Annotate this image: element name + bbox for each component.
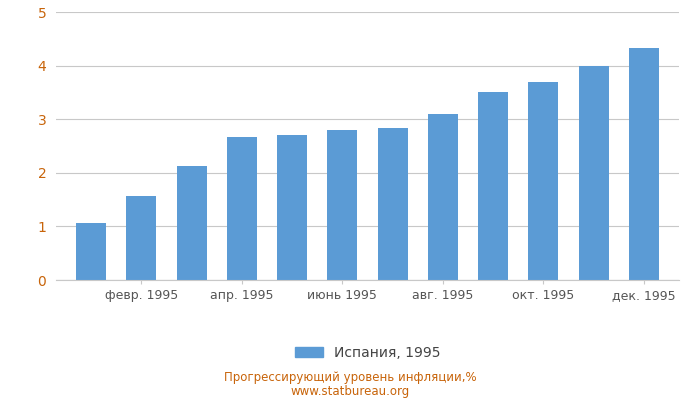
Bar <box>76 223 106 280</box>
Bar <box>277 135 307 280</box>
Bar <box>578 66 609 280</box>
Bar <box>528 82 559 280</box>
Text: www.statbureau.org: www.statbureau.org <box>290 385 410 398</box>
Bar <box>629 48 659 280</box>
Bar <box>126 196 157 280</box>
Bar <box>176 166 206 280</box>
Bar <box>478 92 508 280</box>
Text: Прогрессирующий уровень инфляции,%: Прогрессирующий уровень инфляции,% <box>224 372 476 384</box>
Bar <box>328 130 358 280</box>
Bar <box>377 128 407 280</box>
Bar <box>428 114 458 280</box>
Bar <box>227 138 257 280</box>
Legend: Испания, 1995: Испания, 1995 <box>289 340 446 366</box>
